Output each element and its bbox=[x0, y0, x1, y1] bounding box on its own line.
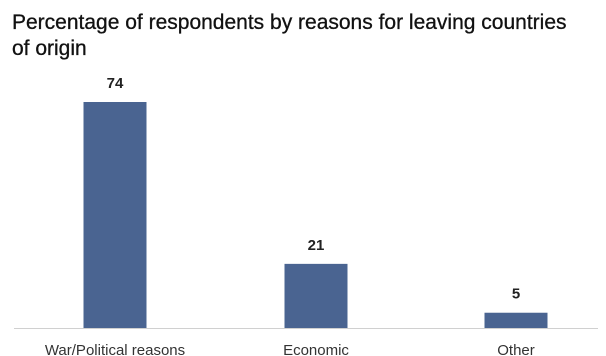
chart-title: Percentage of respondents by reasons for… bbox=[12, 11, 567, 60]
bar-0 bbox=[83, 102, 147, 328]
labels-group: 74 War/Political reasons 21 Economic 5 Other bbox=[45, 75, 535, 356]
x-tick-label-0: War/Political reasons bbox=[45, 342, 185, 356]
data-label-2: 5 bbox=[512, 286, 520, 303]
data-label-1: 21 bbox=[308, 237, 325, 254]
bar-1 bbox=[284, 263, 348, 328]
bar-2 bbox=[484, 312, 548, 328]
data-label-0: 74 bbox=[107, 75, 124, 92]
bars-group bbox=[83, 102, 548, 328]
x-tick-label-2: Other bbox=[497, 342, 535, 356]
x-tick-label-1: Economic bbox=[283, 342, 349, 356]
